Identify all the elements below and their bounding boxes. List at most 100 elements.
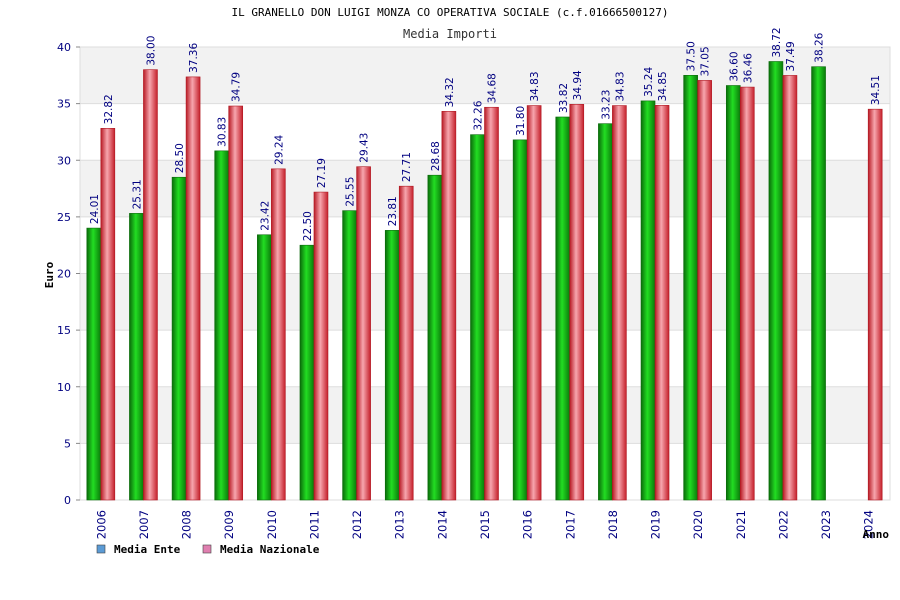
bar-media-ente-2018 — [598, 123, 613, 501]
data-label-media-ente-2022: 38.72 — [771, 27, 783, 57]
data-label-media-ente-2016: 31.80 — [515, 106, 527, 136]
x-tick-label-2017: 2017 — [563, 510, 577, 539]
x-tick-label-2020: 2020 — [691, 510, 705, 539]
data-label-media-nazionale-2014: 34.32 — [444, 77, 456, 107]
bars — [86, 61, 883, 501]
data-label-media-nazionale-2016: 34.83 — [529, 71, 541, 101]
data-label-media-nazionale-2021: 36.46 — [742, 53, 754, 83]
y-tick-label: 25 — [57, 211, 71, 224]
data-label-media-nazionale-2017: 34.94 — [572, 70, 584, 100]
bar-media-nazionale-2020 — [697, 80, 712, 501]
data-label-media-ente-2009: 30.83 — [217, 117, 229, 147]
data-label-media-ente-2011: 22.50 — [302, 211, 314, 241]
x-tick-label-2016: 2016 — [521, 510, 535, 539]
x-tick-label-2023: 2023 — [819, 510, 833, 539]
data-label-media-nazionale-2011: 27.19 — [316, 158, 328, 188]
bar-media-nazionale-2009 — [228, 105, 244, 501]
x-tick-label-2011: 2011 — [307, 510, 321, 539]
data-label-media-nazionale-2020: 37.05 — [700, 46, 712, 76]
x-axis-label: Anno — [863, 528, 890, 541]
data-label-media-ente-2023: 38.26 — [814, 32, 826, 62]
x-tick-label-2007: 2007 — [137, 510, 151, 539]
y-tick-label: 0 — [64, 494, 71, 507]
x-tick-label-2024: 2024 — [862, 510, 876, 539]
data-label-media-nazionale-2018: 34.83 — [614, 71, 626, 101]
data-label-media-nazionale-2012: 29.43 — [359, 133, 371, 163]
data-label-media-ente-2017: 33.82 — [558, 83, 570, 113]
data-label-media-ente-2007: 25.31 — [131, 179, 143, 209]
bar-media-nazionale-2013 — [398, 185, 414, 501]
legend: Media Ente Media Nazionale — [96, 543, 320, 556]
y-tick-label: 30 — [57, 154, 71, 167]
y-tick-label: 35 — [57, 98, 71, 111]
bar-media-ente-2010 — [257, 234, 272, 501]
y-axis-ticks: 0 5 10 15 20 25 30 35 40 — [57, 41, 80, 507]
y-axis-label: Euro — [43, 261, 56, 288]
bar-media-ente-2021 — [725, 85, 741, 501]
data-labels: 24.01 25.31 28.50 30.83 23.42 22.50 25.55 23.81… — [89, 27, 882, 241]
bar-media-ente-2014 — [427, 174, 443, 501]
legend-label-media-nazionale: Media Nazionale — [220, 543, 320, 556]
x-tick-label-2010: 2010 — [265, 510, 279, 539]
data-label-media-ente-2015: 32.26 — [473, 100, 485, 130]
y-tick-label: 5 — [64, 437, 71, 450]
x-tick-label-2022: 2022 — [776, 510, 790, 539]
data-label-media-nazionale-2007: 38.00 — [145, 36, 157, 66]
x-tick-label-2008: 2008 — [180, 510, 194, 539]
data-label-media-nazionale-2024: 34.51 — [870, 75, 882, 105]
bar-media-ente-2019 — [640, 100, 656, 501]
x-tick-label-2009: 2009 — [222, 510, 236, 539]
chart-subtitle: Media Importi — [403, 27, 497, 41]
bar-media-ente-2011 — [299, 244, 315, 501]
x-tick-label-2014: 2014 — [435, 510, 449, 539]
data-label-media-nazionale-2019: 34.85 — [657, 71, 669, 101]
data-label-media-ente-2020: 37.50 — [686, 41, 698, 71]
bar-media-nazionale-2008 — [185, 76, 201, 501]
bar-media-nazionale-2018 — [612, 105, 627, 501]
bar-media-ente-2008 — [171, 176, 187, 501]
data-label-media-nazionale-2006: 32.82 — [103, 94, 115, 124]
bar-media-ente-2009 — [214, 150, 230, 501]
legend-swatch-media-nazionale — [202, 544, 212, 554]
bar-media-nazionale-2014 — [441, 111, 457, 501]
bar-media-nazionale-2017 — [569, 104, 585, 501]
bar-media-ente-2013 — [384, 230, 400, 501]
bar-media-ente-2020 — [683, 75, 698, 501]
bar-media-nazionale-2011 — [313, 191, 329, 501]
x-tick-label-2006: 2006 — [94, 510, 108, 539]
data-label-media-nazionale-2010: 29.24 — [273, 134, 285, 164]
bar-media-nazionale-2024 — [867, 108, 883, 501]
bar-media-nazionale-2006 — [100, 128, 116, 501]
x-tick-label-2013: 2013 — [393, 510, 407, 539]
data-label-media-nazionale-2009: 34.79 — [231, 72, 243, 102]
data-label-media-ente-2006: 24.01 — [89, 194, 101, 224]
data-label-media-nazionale-2015: 34.68 — [487, 73, 499, 103]
x-tick-label-2015: 2015 — [478, 510, 492, 539]
y-tick-label: 15 — [57, 324, 71, 337]
bar-media-ente-2017 — [555, 116, 571, 501]
bar-media-nazionale-2021 — [739, 86, 755, 501]
data-label-media-nazionale-2022: 37.49 — [785, 41, 797, 71]
data-label-media-nazionale-2013: 27.71 — [401, 152, 413, 182]
y-tick-label: 10 — [57, 381, 71, 394]
y-tick-label: 20 — [57, 268, 71, 281]
bar-media-nazionale-2007 — [143, 69, 158, 501]
bar-media-ente-2012 — [342, 210, 357, 501]
bar-media-ente-2022 — [768, 61, 784, 501]
bar-media-nazionale-2022 — [782, 75, 798, 501]
chart-title: IL GRANELLO DON LUIGI MONZA CO OPERATIVA… — [231, 6, 668, 19]
bar-media-nazionale-2012 — [356, 166, 371, 501]
x-tick-label-2018: 2018 — [606, 510, 620, 539]
x-tick-label-2012: 2012 — [350, 510, 364, 539]
bar-media-ente-2007 — [129, 213, 144, 501]
x-tick-label-2021: 2021 — [734, 510, 748, 539]
data-label-media-ente-2018: 33.23 — [600, 90, 612, 120]
data-label-media-ente-2014: 28.68 — [430, 141, 442, 171]
data-label-media-ente-2013: 23.81 — [387, 196, 399, 226]
data-label-media-ente-2008: 28.50 — [174, 143, 186, 173]
legend-label-media-ente: Media Ente — [114, 543, 181, 556]
bar-media-ente-2006 — [86, 227, 102, 501]
legend-swatch-media-ente — [96, 544, 106, 554]
bar-media-ente-2015 — [470, 134, 485, 501]
